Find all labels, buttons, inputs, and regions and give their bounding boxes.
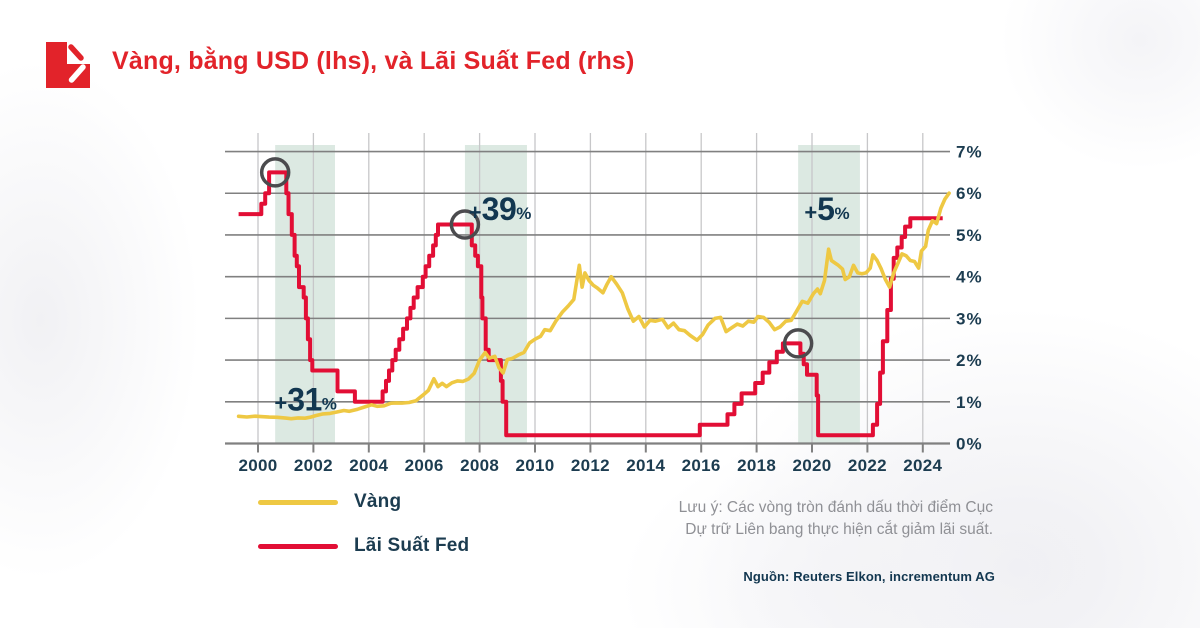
x-axis-label: 2006 bbox=[405, 456, 444, 475]
y-axis-label: 4% bbox=[956, 268, 983, 287]
fed-line-swatch bbox=[258, 543, 338, 549]
y-axis-label: 0% bbox=[956, 435, 983, 454]
rate-cut-marker bbox=[449, 209, 481, 240]
footnote: Lưu ý: Các vòng tròn đánh dấu thời điểm … bbox=[678, 499, 993, 538]
x-axis-label: 2020 bbox=[792, 456, 831, 475]
legend-item-fed: Lãi Suất Fed bbox=[258, 534, 469, 558]
x-axis-label: 2024 bbox=[903, 456, 942, 475]
y-axis-label: 1% bbox=[956, 393, 983, 412]
gold-line-swatch bbox=[258, 499, 338, 505]
legend-label-fed: Lãi Suất Fed bbox=[354, 535, 470, 556]
gain-annotation: +39% bbox=[469, 191, 532, 227]
legend-label-gold: Vàng bbox=[354, 491, 402, 512]
gain-annotation: +5% bbox=[804, 191, 849, 227]
brand-logo bbox=[46, 42, 90, 88]
header: Vàng, bằng USD (lhs), và Lãi Suất Fed (r… bbox=[46, 42, 635, 88]
y-axis-label: 5% bbox=[956, 226, 983, 245]
x-axis-label: 2008 bbox=[460, 456, 499, 475]
x-axis-label: 2022 bbox=[848, 456, 887, 475]
x-axis-label: 2010 bbox=[515, 456, 554, 475]
x-axis-label: 2018 bbox=[737, 456, 776, 475]
rate-cut-band bbox=[798, 145, 860, 444]
y-axis-label: 6% bbox=[956, 184, 983, 203]
y-axis-label: 3% bbox=[956, 309, 983, 328]
x-axis-label: 2012 bbox=[571, 456, 610, 475]
y-axis-label: 2% bbox=[956, 351, 983, 370]
gold-line bbox=[236, 191, 951, 421]
x-axis-label: 2014 bbox=[626, 456, 665, 475]
brand-logo-icon bbox=[46, 42, 90, 88]
fed-rate-line bbox=[238, 170, 943, 438]
y-axis-label: 7% bbox=[956, 143, 983, 162]
source-credit: Nguồn: Reuters Elkon, incrementum AG bbox=[743, 569, 995, 584]
x-axis-label: 2004 bbox=[349, 456, 388, 475]
rate-cut-marker bbox=[782, 328, 814, 359]
rate-cut-marker bbox=[259, 157, 291, 188]
x-axis-label: 2000 bbox=[238, 456, 277, 475]
chart-title: Vàng, bằng USD (lhs), và Lãi Suất Fed (r… bbox=[112, 47, 635, 75]
x-axis-label: 2002 bbox=[294, 456, 333, 475]
legend-item-gold: Vàng bbox=[258, 490, 469, 514]
legend: Vàng Lãi Suất Fed bbox=[258, 490, 469, 578]
gain-annotation: +31% bbox=[274, 381, 337, 417]
x-axis-label: 2016 bbox=[682, 456, 721, 475]
rate-cut-band bbox=[464, 145, 527, 444]
